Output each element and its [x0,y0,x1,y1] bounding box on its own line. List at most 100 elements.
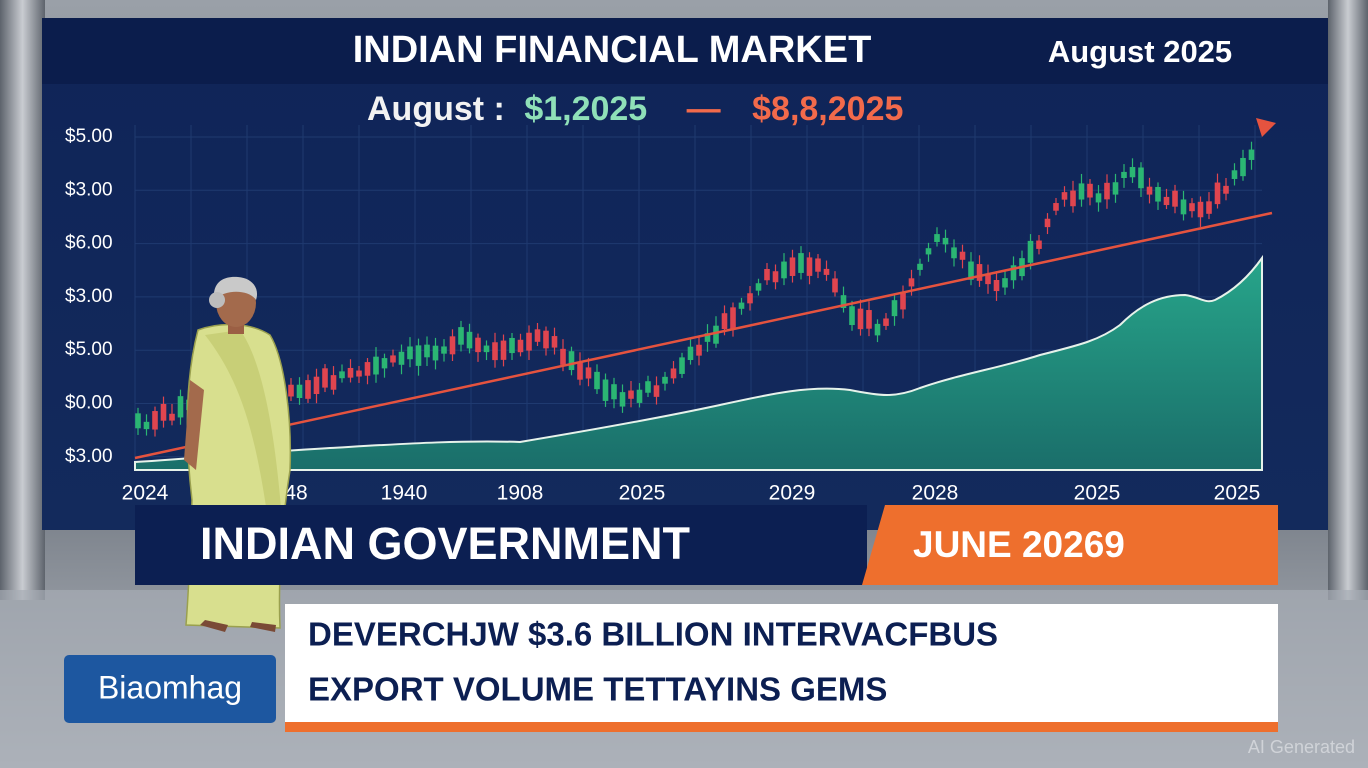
candle [704,333,711,342]
ticker [285,604,1278,724]
candle [424,344,430,358]
candle [1240,157,1246,177]
candle [322,368,328,388]
candle [645,381,651,393]
candle [347,367,354,378]
candle [449,336,456,355]
column [1328,0,1368,600]
watermark: AI Generated [1248,737,1355,757]
candle [551,336,558,348]
candle [900,291,906,310]
x-label: 2024 [122,482,169,505]
candle [305,380,311,399]
candle [1214,182,1221,205]
x-label: 2029 [769,482,816,505]
candle [662,376,668,384]
candle [339,371,345,379]
candle [908,278,915,287]
candle [1078,183,1085,200]
candle [866,310,872,329]
subtitle-dash: — [687,90,721,128]
candle [1010,265,1017,281]
candle [840,295,847,309]
x-label: 48 [284,482,307,505]
y-label: $3.00 [65,179,113,200]
candle [288,384,294,397]
candle [1129,167,1136,178]
candle [1172,190,1178,207]
candle [415,345,422,366]
candle [169,413,175,421]
candle [611,384,617,400]
candle [925,248,932,255]
candle [585,367,592,379]
candle [577,362,583,380]
candle [670,368,677,379]
y-label: $5.00 [65,126,113,147]
candle [466,331,473,349]
candle [798,253,804,273]
candle [1061,192,1068,200]
trend-arrow [1256,118,1276,137]
candle [619,392,626,407]
candle [407,346,413,360]
candle [891,300,898,317]
candle [679,357,685,374]
y-label: $5.00 [65,339,113,360]
candle [1087,183,1093,198]
candle [959,251,966,260]
candle [1104,182,1110,200]
candle [1223,185,1229,194]
candle [356,370,362,377]
candle [1155,186,1161,202]
y-label: $6.00 [65,233,113,254]
candle [1231,170,1238,179]
candle [177,396,184,418]
candle [432,345,439,361]
y-label: $3.00 [65,286,113,307]
candle [993,279,1000,292]
lower-third-date-bg [862,505,1278,585]
candle [823,268,830,275]
ticker-strip [285,722,1278,732]
lower-third-bar [135,505,867,585]
candle [1163,196,1170,206]
candle [1112,182,1119,195]
candle [534,329,541,342]
candle [458,327,464,345]
candle [934,234,940,242]
candle [160,403,167,421]
candle [1053,203,1059,211]
x-label: 2025 [1214,482,1261,505]
candle [543,330,549,349]
candle [568,351,575,371]
candle [135,413,141,429]
candle [781,261,787,279]
logo: Biaomhag [98,669,242,705]
x-label: 2025 [1074,482,1121,505]
candle [857,308,864,330]
candle [1121,171,1127,178]
candle [1070,190,1076,207]
candle [687,346,694,361]
candle [373,356,379,375]
candle [1189,203,1195,212]
candle [628,390,634,399]
candle [806,257,813,276]
x-labels: 2024 48 1940 1908 2025 2029 2028 2025 2025 [122,482,1261,505]
candle [1036,240,1042,249]
candle [313,376,320,395]
candle [764,268,770,281]
x-label: 2028 [912,482,959,505]
candle [1146,186,1153,195]
column [0,0,45,600]
candle [492,342,498,361]
candle [1248,149,1255,160]
candle [874,323,881,336]
candle [653,385,660,397]
candle [755,283,762,291]
subtitle-label: August : [367,90,505,128]
candle [330,375,337,390]
candle [381,358,388,369]
